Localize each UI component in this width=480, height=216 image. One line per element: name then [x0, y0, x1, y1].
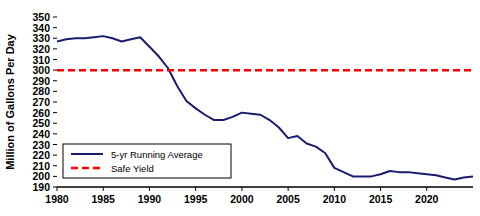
legend-label: Safe Yield: [111, 163, 154, 174]
y-axis-label: Million of Gallons Per Day: [4, 33, 16, 170]
x-tick: [57, 187, 58, 191]
y-tick-label: 290: [32, 75, 50, 87]
y-tick-label: 320: [32, 43, 50, 55]
x-tick-label: 1995: [184, 193, 208, 205]
x-tick: [334, 187, 335, 191]
x-tick-label: 1990: [138, 193, 162, 205]
x-tick: [241, 187, 242, 191]
y-tick: [53, 144, 57, 145]
y-tick: [53, 187, 57, 188]
y-tick-label: 230: [32, 139, 50, 151]
y-tick-label: 310: [32, 54, 50, 66]
y-tick-label: 340: [32, 22, 50, 34]
y-tick: [53, 123, 57, 124]
x-tick-label: 1980: [45, 193, 69, 205]
x-tick-label: 2020: [415, 193, 439, 205]
legend-label: 5-yr Running Average: [111, 149, 203, 160]
y-tick-label: 190: [32, 181, 50, 193]
y-axis: [57, 17, 58, 187]
chart: 1902002102202302402502602702802903003103…: [0, 0, 480, 216]
plot-area: [57, 36, 473, 179]
x-tick: [195, 187, 196, 191]
y-tick: [53, 48, 57, 49]
y-tick: [53, 112, 57, 113]
legend: 5-yr Running Average Safe Yield: [63, 144, 231, 178]
x-tick-label: 2005: [276, 193, 300, 205]
y-tick: [53, 38, 57, 39]
series-line: [57, 69, 473, 72]
x-tick: [288, 187, 289, 191]
x-tick: [380, 187, 381, 191]
y-tick: [53, 133, 57, 134]
x-tick-label: 2010: [323, 193, 347, 205]
y-tick: [53, 17, 57, 18]
legend-swatch: [71, 153, 103, 155]
x-tick-label: 2015: [369, 193, 393, 205]
y-tick: [53, 91, 57, 92]
y-tick-label: 220: [32, 149, 50, 161]
y-tick: [53, 155, 57, 156]
y-tick: [53, 80, 57, 81]
series-line: [57, 36, 473, 179]
y-tick: [53, 176, 57, 177]
y-tick: [53, 165, 57, 166]
y-tick-label: 250: [32, 117, 50, 129]
y-tick-label: 330: [32, 32, 50, 44]
x-tick-label: 2000: [230, 193, 254, 205]
y-tick-label: 270: [32, 96, 50, 108]
x-tick-label: 1985: [92, 193, 116, 205]
x-tick: [149, 187, 150, 191]
y-tick-label: 240: [32, 128, 50, 140]
y-tick-label: 200: [32, 170, 50, 182]
y-tick: [53, 70, 57, 71]
y-tick-label: 350: [32, 11, 50, 23]
legend-swatch: [71, 167, 103, 170]
y-tick: [53, 27, 57, 28]
x-tick: [426, 187, 427, 191]
y-tick-label: 260: [32, 107, 50, 119]
y-tick-label: 280: [32, 85, 50, 97]
y-tick: [53, 59, 57, 60]
y-tick: [53, 102, 57, 103]
x-axis: [57, 186, 473, 188]
legend-box: [63, 144, 231, 178]
x-tick: [103, 187, 104, 191]
y-tick-label: 300: [32, 64, 50, 76]
y-tick-label: 210: [32, 160, 50, 172]
